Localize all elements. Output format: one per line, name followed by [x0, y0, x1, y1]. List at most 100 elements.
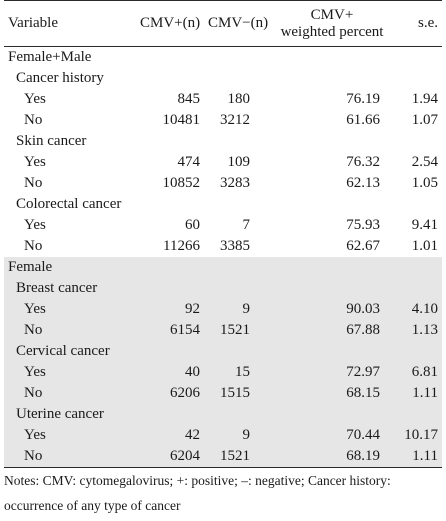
- row-label: No: [4, 446, 136, 468]
- cell-cmv-positive: 6204: [136, 446, 204, 468]
- group-row: Female+Male: [4, 47, 442, 69]
- cell-cmv-positive: 40: [185, 364, 200, 380]
- notes-line-2: occurrence of any type of cancer: [4, 498, 181, 513]
- cell-se: 1.11: [412, 385, 438, 401]
- cell-cmv-negative: 3385: [220, 238, 250, 254]
- table-row: Yes 60 7 75.93 9.41: [4, 215, 442, 236]
- section-label: Cancer history: [16, 70, 104, 86]
- table-row: Yes 42 9 70.44 10.17: [4, 425, 442, 446]
- cell-cmv-positive: 6154: [170, 322, 200, 338]
- cell-weighted-percent: 61.66: [346, 112, 380, 128]
- section-row: Breast cancer: [4, 278, 442, 299]
- cell-cmv-positive: 845: [177, 91, 201, 107]
- cell-cmv-negative: 15: [235, 364, 250, 380]
- notes-line-1: Notes: CMV: cytomegalovirus; +: positive…: [4, 473, 391, 488]
- cell-weighted-percent: 70.44: [346, 427, 380, 443]
- row-label: Yes: [24, 364, 46, 380]
- table-row: No 10481 3212 61.66 1.07: [4, 110, 442, 131]
- cell-se: 1.01: [411, 238, 438, 254]
- cell-cmv-negative: 1521: [204, 446, 272, 468]
- header-weighted-line2: weighted percent: [280, 23, 384, 40]
- row-label: No: [24, 385, 43, 401]
- section-row: Cervical cancer: [4, 341, 442, 362]
- cell-cmv-positive: 10852: [162, 175, 201, 191]
- row-label: Yes: [24, 427, 46, 443]
- cell-se: 1.94: [411, 91, 438, 107]
- header-cmv-negative: CMV−(n): [204, 0, 272, 47]
- cell-cmv-negative: 1521: [220, 322, 250, 338]
- header-weighted-percent: CMV+ weighted percent: [272, 0, 392, 47]
- table-notes: Notes: CMV: cytomegalovirus; +: positive…: [4, 468, 440, 518]
- header-variable: Variable: [4, 0, 136, 47]
- row-label: No: [24, 112, 43, 128]
- section-row: Skin cancer: [4, 131, 442, 152]
- cell-cmv-positive: 474: [177, 154, 201, 170]
- table-row: No 6154 1521 67.88 1.13: [4, 320, 442, 341]
- table-row: No 6204 1521 68.19 1.11: [4, 446, 442, 468]
- cell-cmv-negative: 9: [242, 427, 251, 443]
- cell-cmv-positive: 6206: [170, 385, 200, 401]
- group-label: Female+Male: [8, 49, 92, 65]
- cell-weighted-percent: 76.19: [346, 91, 380, 107]
- header-se: s.e.: [392, 0, 442, 47]
- row-label: Yes: [24, 217, 46, 233]
- row-label: No: [24, 175, 43, 191]
- cell-cmv-positive: 10481: [162, 112, 201, 128]
- table-row: Yes 474 109 76.32 2.54: [4, 152, 442, 173]
- table-row: Yes 92 9 90.03 4.10: [4, 299, 442, 320]
- row-label: No: [24, 238, 43, 254]
- row-label: Yes: [24, 301, 46, 317]
- cell-se: 6.81: [411, 364, 438, 380]
- table-row: No 11266 3385 62.67 1.01: [4, 236, 442, 257]
- cell-cmv-negative: 3283: [220, 175, 250, 191]
- table-row: No 6206 1515 68.15 1.11: [4, 383, 442, 404]
- cell-se: 9.41: [411, 217, 438, 233]
- cell-cmv-positive: 60: [185, 217, 200, 233]
- section-label: Breast cancer: [16, 280, 98, 296]
- cell-se: 1.07: [411, 112, 438, 128]
- table-row: No 10852 3283 62.13 1.05: [4, 173, 442, 194]
- group-female: Female Breast cancer Yes 92 9 90.03 4.10…: [4, 257, 442, 468]
- cell-weighted-percent: 67.88: [346, 322, 380, 338]
- cell-se: 1.13: [411, 322, 438, 338]
- section-label: Cervical cancer: [16, 343, 110, 359]
- cell-cmv-negative: 3212: [220, 112, 250, 128]
- section-label: Colorectal cancer: [16, 196, 122, 212]
- row-label: Yes: [24, 91, 46, 107]
- cell-se: 1.11: [392, 446, 442, 468]
- cell-cmv-positive: 11266: [163, 238, 200, 254]
- cell-weighted-percent: 76.32: [346, 154, 380, 170]
- cell-weighted-percent: 90.03: [346, 301, 380, 317]
- section-row: Cancer history: [4, 68, 442, 89]
- cell-cmv-negative: 180: [227, 91, 251, 107]
- section-label: Skin cancer: [16, 133, 87, 149]
- table-row: Yes 845 180 76.19 1.94: [4, 89, 442, 110]
- cell-se: 10.17: [404, 427, 438, 443]
- cell-cmv-negative: 7: [242, 217, 251, 233]
- row-label: No: [24, 322, 43, 338]
- cell-weighted-percent: 68.15: [346, 385, 380, 401]
- table-row: Yes 40 15 72.97 6.81: [4, 362, 442, 383]
- header-weighted-line1: CMV+: [310, 6, 354, 23]
- cell-cmv-positive: 92: [185, 301, 200, 317]
- section-row: Uterine cancer: [4, 404, 442, 425]
- group-female-male: Female+Male Cancer history Yes 845 180 7…: [4, 47, 442, 258]
- group-label: Female: [8, 259, 53, 275]
- cell-se: 4.10: [411, 301, 438, 317]
- row-label: Yes: [24, 154, 46, 170]
- cell-cmv-negative: 9: [242, 301, 251, 317]
- cell-weighted-percent: 75.93: [346, 217, 380, 233]
- cell-cmv-positive: 42: [185, 427, 200, 443]
- cmv-cancer-table: Variable CMV+(n) CMV−(n) CMV+ weighted p…: [4, 0, 442, 468]
- header-cmv-positive: CMV+(n): [136, 0, 204, 47]
- cell-cmv-negative: 1515: [220, 385, 250, 401]
- cell-weighted-percent: 62.67: [346, 238, 380, 254]
- header-row: Variable CMV+(n) CMV−(n) CMV+ weighted p…: [4, 0, 442, 47]
- group-row: Female: [4, 257, 442, 278]
- cell-weighted-percent: 62.13: [346, 175, 380, 191]
- cell-se: 1.05: [411, 175, 438, 191]
- cell-cmv-negative: 109: [227, 154, 251, 170]
- section-row: Colorectal cancer: [4, 194, 442, 215]
- cell-se: 2.54: [411, 154, 438, 170]
